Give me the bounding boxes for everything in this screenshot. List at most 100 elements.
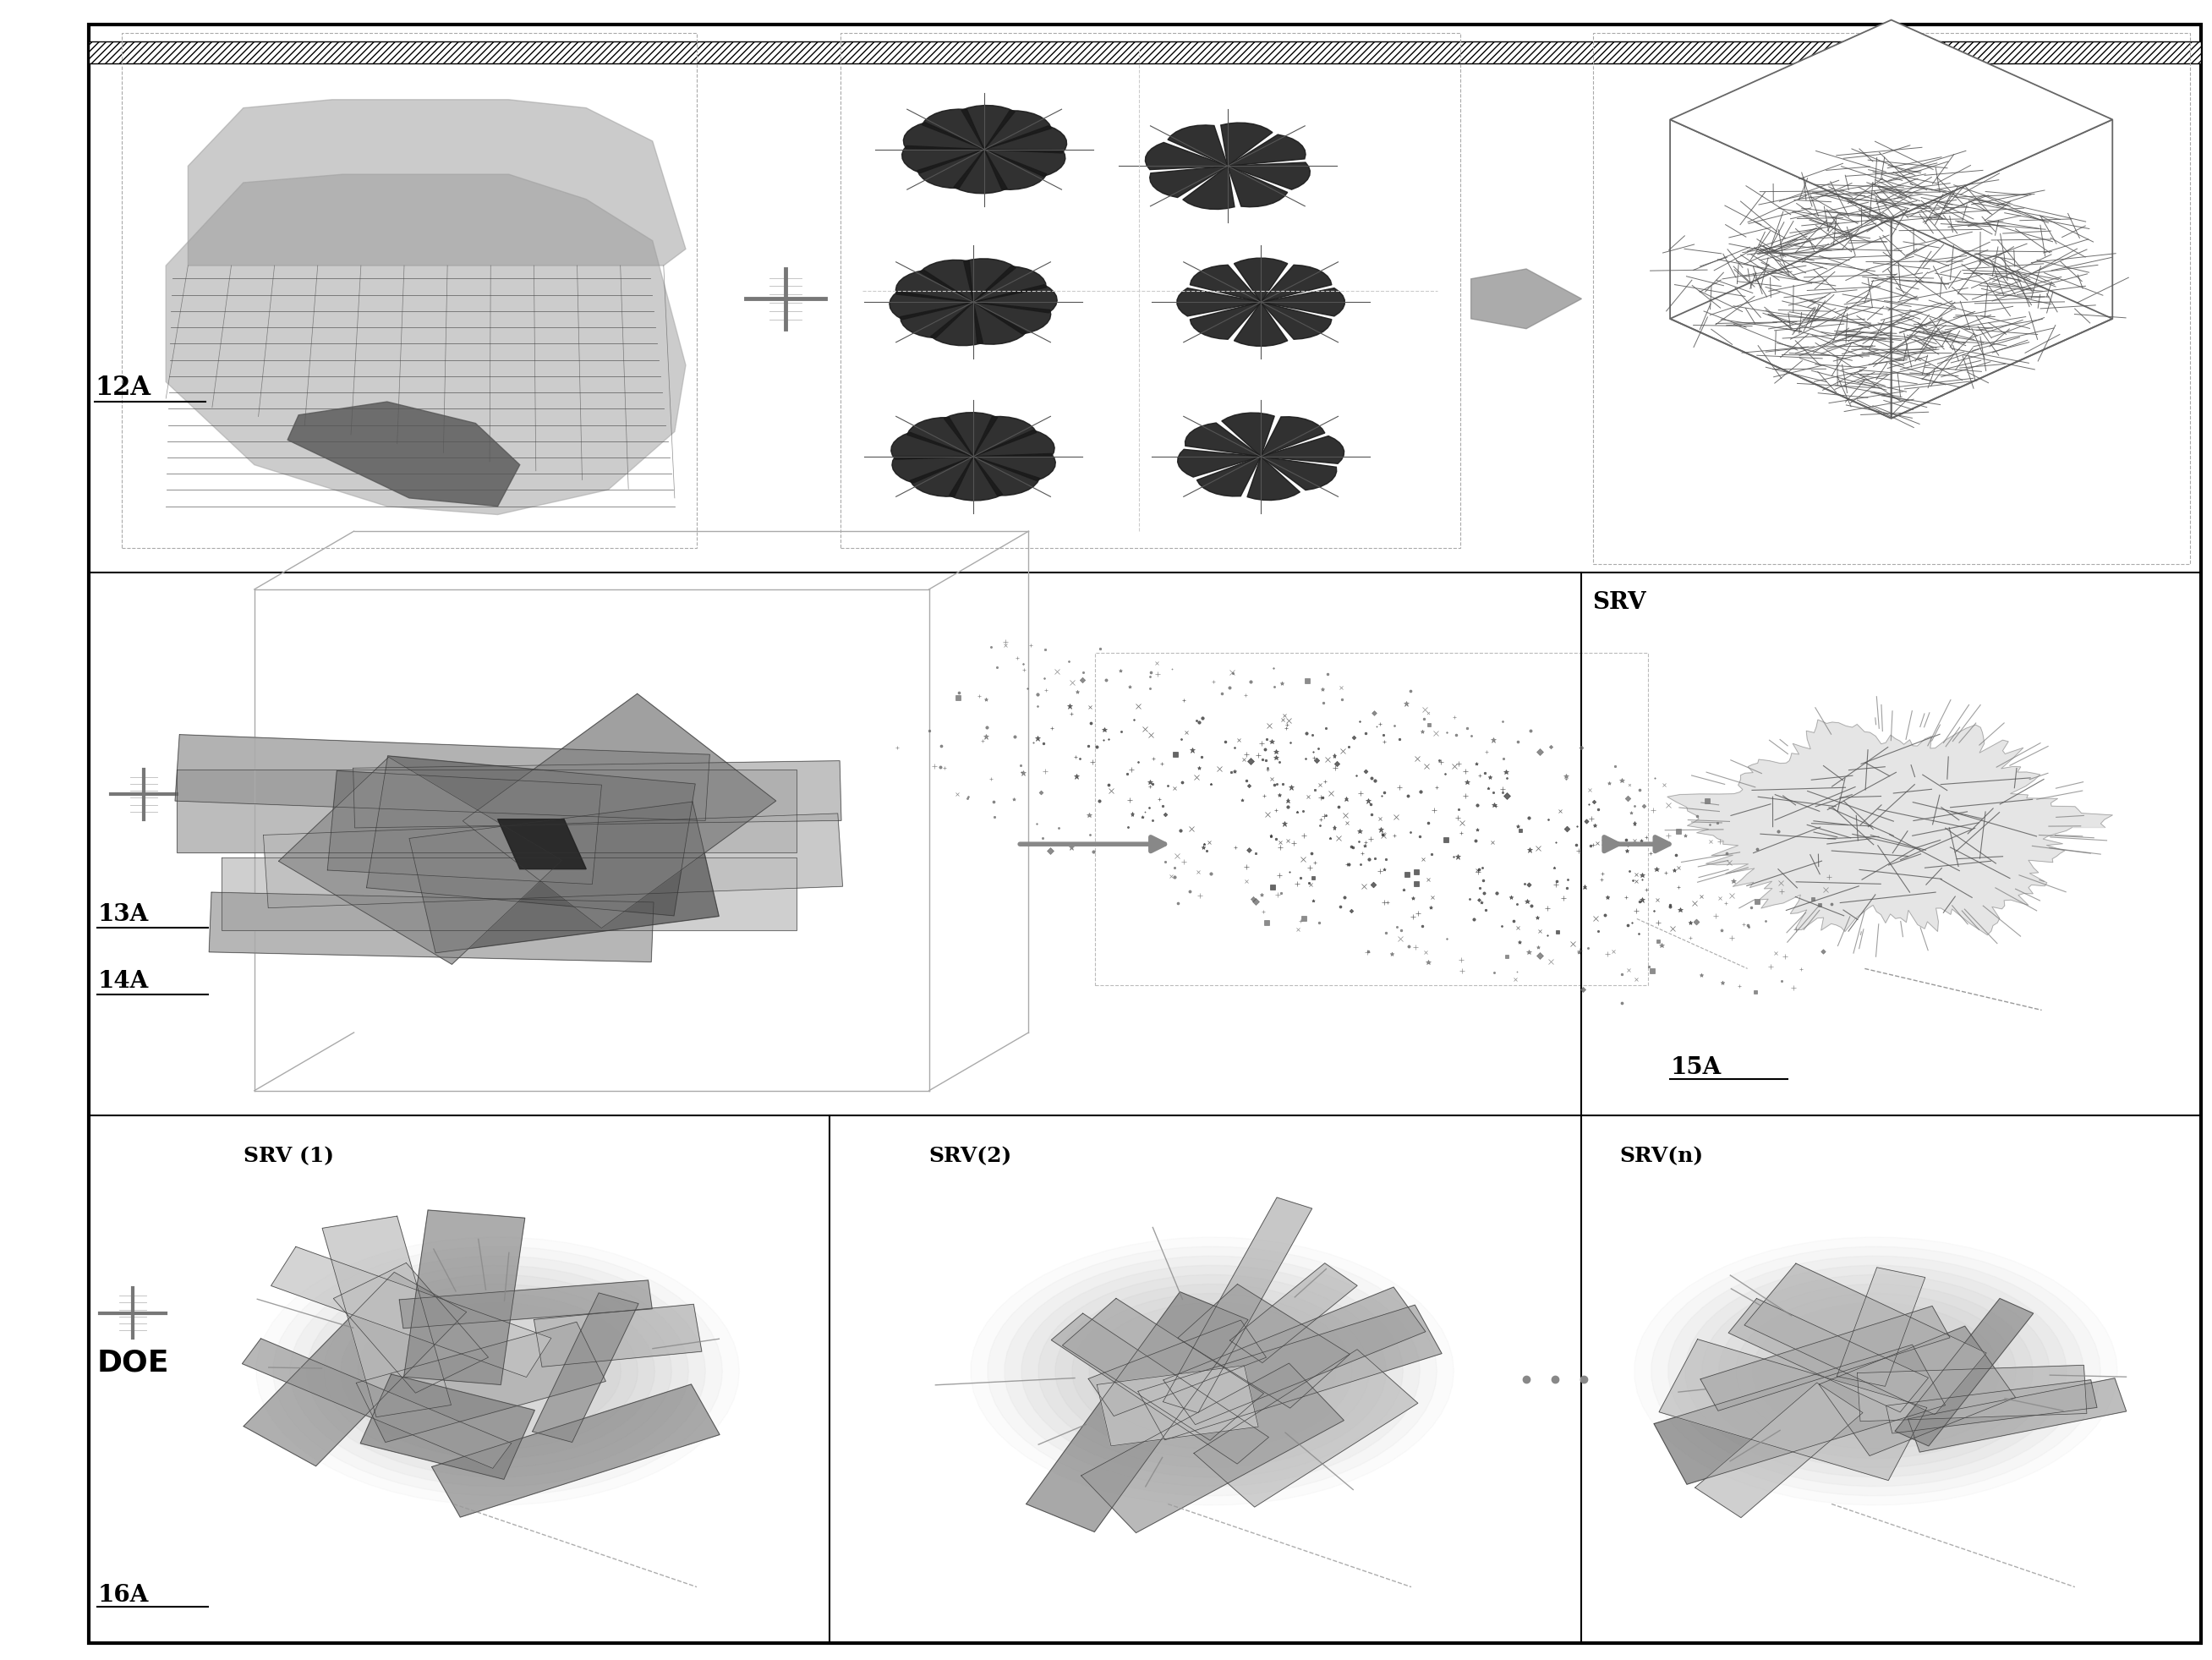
Polygon shape [953,149,1006,194]
Polygon shape [1261,457,1336,490]
Polygon shape [1186,423,1261,457]
Polygon shape [327,770,602,885]
Polygon shape [1752,1303,2000,1439]
Polygon shape [1228,166,1287,208]
Text: 13A: 13A [97,903,148,926]
Polygon shape [1668,1257,2084,1486]
Polygon shape [1088,1320,1265,1416]
Polygon shape [920,261,973,302]
Polygon shape [1073,1293,1352,1449]
Polygon shape [166,174,686,515]
Polygon shape [1150,166,1228,198]
Text: 15A: 15A [1670,1056,1721,1079]
Polygon shape [1164,1286,1425,1424]
Polygon shape [1652,1247,2101,1496]
Polygon shape [1887,1379,2097,1433]
Polygon shape [1194,1350,1418,1507]
Polygon shape [1230,1263,1358,1363]
Polygon shape [1261,266,1332,302]
Polygon shape [323,1275,672,1467]
Polygon shape [323,1217,451,1418]
Polygon shape [279,757,562,964]
Text: SRV (1): SRV (1) [243,1145,334,1167]
Polygon shape [361,1374,535,1479]
Polygon shape [1836,1267,1924,1386]
Polygon shape [1471,269,1582,329]
Polygon shape [400,1280,653,1328]
Polygon shape [1051,1313,1270,1464]
Polygon shape [1694,1383,1863,1517]
Polygon shape [1701,1275,2051,1467]
Polygon shape [973,453,1055,481]
Polygon shape [405,1210,524,1384]
Polygon shape [896,271,973,302]
Text: SRV(2): SRV(2) [929,1145,1013,1167]
Bar [841,33,1460,548]
Polygon shape [367,755,695,916]
Polygon shape [1228,134,1305,166]
Polygon shape [1234,257,1287,302]
Polygon shape [358,1293,637,1449]
Polygon shape [984,149,1046,189]
Polygon shape [1190,266,1261,302]
Polygon shape [263,813,843,908]
Polygon shape [1261,437,1345,463]
Polygon shape [1670,20,2112,219]
Polygon shape [984,126,1066,153]
Polygon shape [1248,457,1301,500]
Polygon shape [1909,1378,2126,1452]
Polygon shape [1858,1365,2086,1421]
Polygon shape [1228,163,1310,189]
Polygon shape [356,1321,606,1443]
Polygon shape [949,457,1002,501]
Text: 12A: 12A [95,375,150,402]
Polygon shape [1261,289,1345,315]
Polygon shape [909,457,973,496]
Polygon shape [1818,1326,2015,1456]
Polygon shape [1164,1197,1312,1413]
Text: SRV(n): SRV(n) [1619,1145,1703,1167]
Polygon shape [922,110,984,149]
Polygon shape [290,1257,706,1486]
Polygon shape [962,105,1015,149]
Polygon shape [989,1247,1438,1496]
Polygon shape [274,1247,723,1496]
Polygon shape [1004,1257,1420,1486]
Polygon shape [533,1293,639,1443]
Polygon shape [374,1303,622,1439]
Bar [122,33,697,548]
Polygon shape [902,123,984,149]
Polygon shape [1037,1275,1387,1467]
Polygon shape [1234,302,1287,347]
Polygon shape [1896,1298,2033,1446]
Polygon shape [334,1263,489,1393]
Polygon shape [1261,302,1332,339]
Polygon shape [1177,450,1261,476]
Polygon shape [354,760,841,828]
Polygon shape [984,111,1051,149]
Polygon shape [409,802,719,953]
Polygon shape [889,292,973,319]
Polygon shape [964,259,1015,302]
Polygon shape [945,412,998,457]
Polygon shape [1137,1305,1442,1439]
Polygon shape [1635,1237,2117,1506]
Polygon shape [973,302,1026,344]
Polygon shape [1082,1363,1345,1532]
Polygon shape [1022,1265,1402,1477]
Polygon shape [498,818,586,870]
Polygon shape [1055,1285,1369,1457]
Polygon shape [243,1272,467,1466]
Polygon shape [1197,457,1261,496]
Polygon shape [1221,413,1274,457]
Polygon shape [902,146,984,173]
Bar [1095,652,1648,984]
Polygon shape [891,457,973,483]
Polygon shape [1177,1285,1349,1408]
Polygon shape [1177,289,1261,315]
Text: SRV: SRV [1593,591,1646,614]
Polygon shape [1062,1298,1263,1441]
Polygon shape [210,893,653,961]
Polygon shape [973,417,1037,457]
Polygon shape [175,735,710,820]
